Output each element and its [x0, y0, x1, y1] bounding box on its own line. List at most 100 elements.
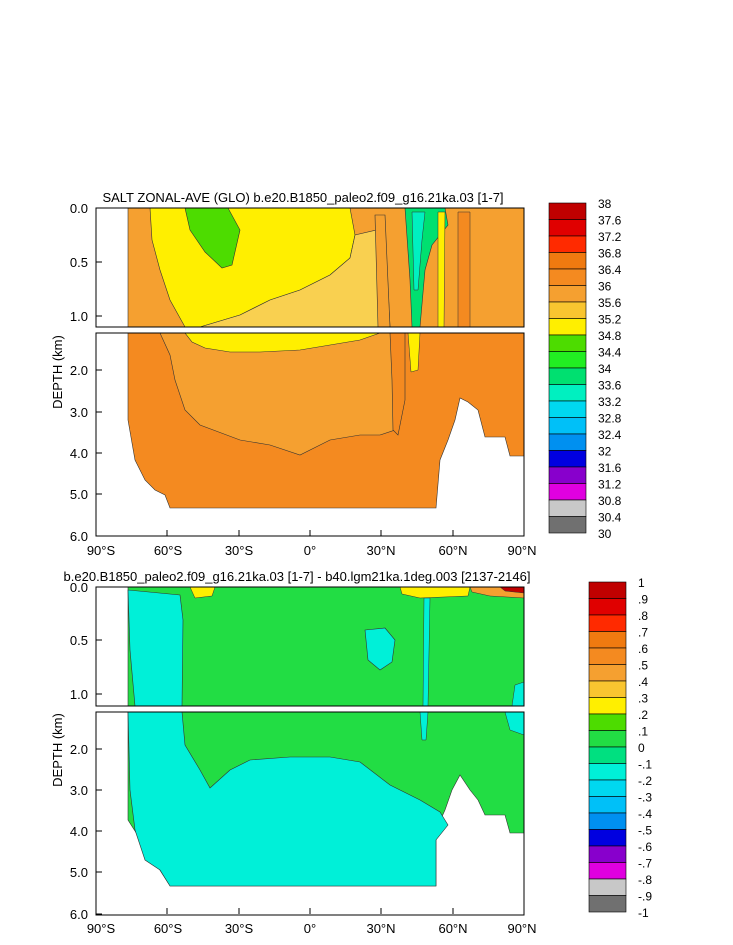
top-xtick-1: 60°S: [154, 543, 183, 558]
top-lower-plot: [95, 332, 525, 537]
colorbar-0-swatch-3: [548, 252, 587, 270]
colorbar-1-swatch-0: [588, 581, 627, 599]
colorbar-0-swatch-4: [548, 268, 587, 286]
colorbar-0-swatch-15: [548, 450, 587, 468]
colorbar-1-swatch-8: [588, 713, 627, 731]
colorbar-0-label-15: 32: [598, 445, 612, 459]
top-xtick-3: 0°: [304, 543, 316, 558]
colorbar-0-label-8: 34.8: [598, 329, 622, 343]
colorbar-1-label-15: -.5: [638, 824, 652, 838]
top-xtick-2: 30°S: [225, 543, 254, 558]
top-ytick-0: 0.0: [70, 201, 88, 216]
bottom-ytick-4: 3.0: [70, 783, 88, 798]
top-ylabel: DEPTH (km): [50, 335, 65, 409]
bottom-ytick-0: 0.0: [70, 580, 88, 595]
top-ytick-7: 6.0: [70, 529, 88, 544]
colorbar-0-label-12: 33.2: [598, 395, 622, 409]
colorbar-0-label-14: 32.4: [598, 428, 622, 442]
colorbar-1-swatch-3: [588, 631, 627, 649]
bottom-xtick-0: 90°S: [87, 921, 116, 936]
bottom-title: b.e20.B1850_paleo2.f09_g16.21ka.03 [1-7]…: [64, 569, 531, 584]
colorbar-0-swatch-0: [548, 202, 587, 220]
colorbar-0-label-10: 34: [598, 362, 612, 376]
salt-field-cyan-plume: [411, 211, 426, 291]
top-ytick-3: 2.0: [70, 363, 88, 378]
colorbar-0-label-20: 30: [598, 527, 612, 541]
salt-field-lightyellow: [199, 227, 391, 328]
colorbar-1-swatch-19: [588, 895, 627, 913]
bottom-ytick-3: 2.0: [70, 742, 88, 757]
colorbar-0-label-5: 36: [598, 280, 612, 294]
top-xtick-4: 30°N: [366, 543, 395, 558]
top-title: SALT ZONAL-AVE (GLO) b.e20.B1850_paleo2.…: [102, 190, 503, 205]
colorbar-0-label-4: 36.4: [598, 263, 622, 277]
colorbar-0-label-13: 32.8: [598, 412, 622, 426]
colorbar-1-swatch-4: [588, 647, 627, 665]
colorbar-0-label-6: 35.6: [598, 296, 622, 310]
colorbar-0-label-9: 34.4: [598, 346, 622, 360]
bottom-xtick-3: 0°: [304, 921, 316, 936]
salt-field-deep-yellow: [184, 332, 381, 353]
salt-field-green: [184, 207, 241, 269]
colorbar-0-label-2: 37.2: [598, 230, 622, 244]
colorbar-1-swatch-10: [588, 746, 627, 764]
colorbar-1-label-6: .4: [638, 675, 648, 689]
colorbar-1-label-1: .9: [638, 593, 648, 607]
top-ytick-6: 5.0: [70, 487, 88, 502]
colorbar-1-swatch-15: [588, 829, 627, 847]
colorbar-0-label-7: 35.2: [598, 313, 622, 327]
bottom-ytick-7: 6.0: [70, 907, 88, 922]
colorbar-1-label-9: .1: [638, 725, 648, 739]
colorbar-0-label-11: 33.6: [598, 379, 622, 393]
salt-field-east-orange: [457, 211, 471, 328]
diff-field-cyan-blob: [364, 627, 396, 671]
bottom-lower-plot: [95, 711, 525, 916]
colorbar-1-label-5: .5: [638, 659, 648, 673]
bottom-ytick-5: 4.0: [70, 824, 88, 839]
bottom-colorbar: 1 .9 .8 .7 .6 .5 .4 .3 .2 .1 0 -.1 -.2 -.3 -.4 -.5 -.6 -.…: [588, 576, 652, 920]
colorbar-1-swatch-13: [588, 796, 627, 814]
bottom-ytick-2: 1.0: [70, 687, 88, 702]
colorbar-0-swatch-18: [548, 499, 587, 517]
colorbar-0-swatch-9: [548, 351, 587, 369]
colorbar-0-swatch-17: [548, 483, 587, 501]
colorbar-0-label-19: 30.4: [598, 511, 622, 525]
bottom-xtick-6: 90°N: [507, 921, 536, 936]
bottom-upper-plot: [95, 586, 525, 707]
colorbar-1-swatch-1: [588, 598, 627, 616]
colorbar-0-label-0: 38: [598, 197, 612, 211]
top-ytick-5: 4.0: [70, 446, 88, 461]
bottom-xtick-4: 30°N: [366, 921, 395, 936]
colorbar-1-label-7: .3: [638, 692, 648, 706]
colorbar-0-label-16: 31.6: [598, 461, 622, 475]
top-colorbar: 38 37.6 37.2 36.8 36.4 36 35.6 35.2 34.8 34.4 34 33…: [548, 197, 622, 541]
colorbar-0-swatch-14: [548, 433, 587, 451]
colorbar-1-label-20: -1: [638, 906, 649, 920]
top-y-ticks: 0.0 0.5 1.0 2.0 3.0 4.0 5.0 6.0: [70, 201, 102, 544]
bottom-panel: b.e20.B1850_paleo2.f09_g16.21ka.03 [1-7]…: [50, 569, 652, 936]
colorbar-1-swatch-14: [588, 812, 627, 830]
colorbar-0-swatch-8: [548, 334, 587, 352]
bottom-xtick-5: 60°N: [438, 921, 467, 936]
top-x-ticks: 90°S 60°S 30°S 0° 30°N 60°N 90°N: [87, 530, 537, 558]
colorbar-1-label-2: .8: [638, 609, 648, 623]
colorbar-1-swatch-12: [588, 779, 627, 797]
colorbar-0-label-17: 31.2: [598, 478, 622, 492]
colorbar-0-swatch-7: [548, 318, 587, 336]
colorbar-1-swatch-9: [588, 730, 627, 748]
colorbar-1-label-19: -.9: [638, 890, 652, 904]
colorbar-1-label-0: 1: [638, 576, 645, 590]
colorbar-0-swatch-1: [548, 219, 587, 237]
colorbar-1-label-12: -.2: [638, 774, 652, 788]
colorbar-0-label-3: 36.8: [598, 247, 622, 261]
bottom-xtick-2: 30°S: [225, 921, 254, 936]
colorbar-1-label-16: -.6: [638, 840, 652, 854]
colorbar-0-label-18: 30.8: [598, 494, 622, 508]
colorbar-1-label-11: -.1: [638, 758, 652, 772]
colorbar-1-label-14: -.4: [638, 807, 652, 821]
colorbar-1-swatch-6: [588, 680, 627, 698]
colorbar-1-label-10: 0: [638, 741, 645, 755]
colorbar-0-swatch-2: [548, 235, 587, 253]
top-xtick-5: 60°N: [438, 543, 467, 558]
